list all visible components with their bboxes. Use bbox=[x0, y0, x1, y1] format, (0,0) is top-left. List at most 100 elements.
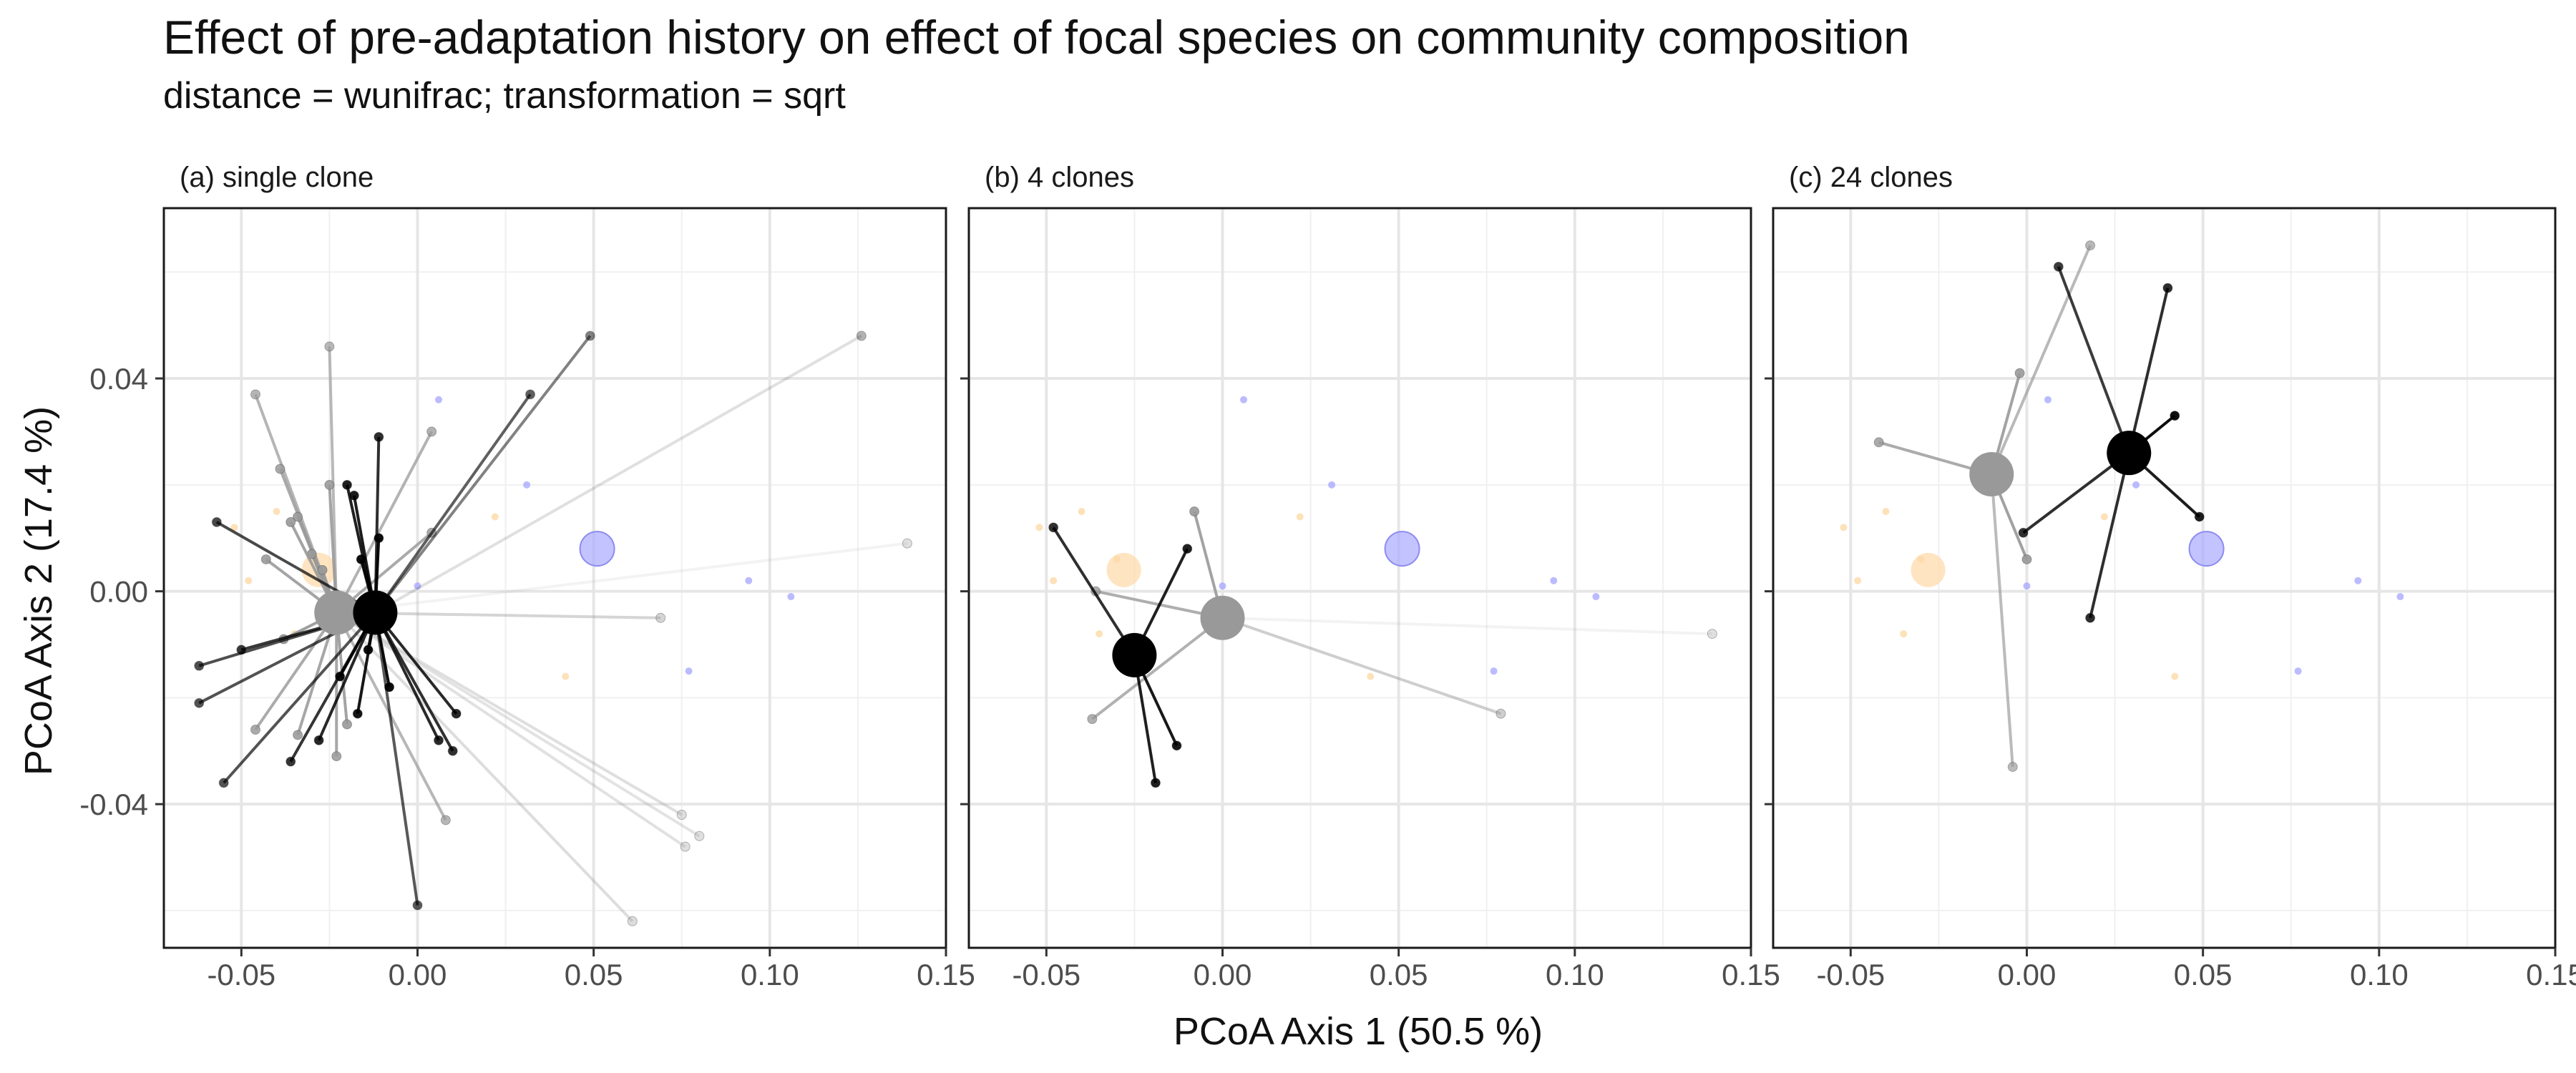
reference-centroid-blue bbox=[1384, 531, 1420, 567]
reference-point-blue bbox=[2354, 577, 2362, 584]
replicate-point bbox=[236, 645, 247, 655]
spider-segment bbox=[1222, 616, 1712, 636]
replicate-point bbox=[2053, 261, 2064, 272]
replicate-point bbox=[275, 464, 286, 474]
spider-segment bbox=[1091, 617, 1224, 720]
reference-point-orange bbox=[562, 672, 570, 680]
reference-point-orange bbox=[2171, 672, 2179, 680]
x-tick-label: 0.10 bbox=[1546, 958, 1604, 991]
reference-point-orange bbox=[1854, 577, 1862, 584]
spider-segment bbox=[1990, 474, 2014, 768]
y-tick-label: 0.00 bbox=[89, 575, 148, 609]
reference-point-blue bbox=[1490, 667, 1498, 675]
spider-segment bbox=[336, 542, 908, 614]
replicate-point bbox=[211, 516, 222, 527]
replicate-point bbox=[451, 708, 462, 719]
spider-segment bbox=[374, 393, 532, 614]
replicate-point bbox=[1048, 522, 1059, 533]
panel-background bbox=[164, 208, 946, 948]
facet-panel-2: (b) 4 clones -0.05 0.00 0.05 0.10 0.15 bbox=[960, 162, 1780, 991]
reference-centroid-blue bbox=[579, 531, 615, 567]
x-axis-title: PCoA Axis 1 (50.5 %) bbox=[1174, 1010, 1543, 1053]
replicate-point bbox=[1171, 740, 1182, 751]
replicate-point bbox=[286, 756, 296, 767]
replicate-point bbox=[335, 671, 346, 682]
reference-point-blue bbox=[745, 577, 753, 584]
reference-point-orange bbox=[1882, 508, 1890, 516]
y-tick-label: -0.04 bbox=[79, 788, 148, 821]
group-centroid bbox=[353, 590, 398, 635]
spider-segment bbox=[1221, 616, 1502, 715]
facet-panel-3: (c) 24 clones -0.05 0.00 0.05 0.10 0.15 bbox=[1765, 162, 2576, 991]
replicate-point bbox=[293, 511, 303, 522]
group-centroid bbox=[2107, 431, 2152, 476]
spider-segment bbox=[374, 334, 862, 614]
spider-segment bbox=[223, 612, 376, 784]
reference-point-orange bbox=[1840, 524, 1848, 531]
facet-label: (b) 4 clones bbox=[985, 162, 1134, 193]
replicate-point bbox=[2170, 411, 2180, 421]
replicate-point bbox=[348, 490, 359, 501]
spider-segment bbox=[1052, 526, 1136, 656]
replicate-point bbox=[856, 330, 867, 341]
reference-point-blue bbox=[2044, 396, 2052, 403]
spider-segment bbox=[374, 612, 454, 752]
replicate-point bbox=[342, 479, 353, 490]
panel-border bbox=[162, 207, 947, 949]
panel-border bbox=[1772, 207, 2557, 949]
group-centroid bbox=[1969, 451, 2014, 496]
replicate-point bbox=[426, 426, 437, 437]
group-centroid bbox=[1200, 595, 1245, 640]
panels-layer: (a) single clone -0.05 0.00 0.05 0.10 0.15 -0.… bbox=[79, 162, 2576, 991]
x-tick-label: 0.15 bbox=[2526, 958, 2576, 991]
x-tick-label: 0.00 bbox=[1998, 958, 2057, 991]
group-centroid bbox=[1112, 632, 1157, 677]
replicate-point bbox=[331, 751, 342, 762]
replicate-point bbox=[1189, 506, 1200, 517]
reference-point-blue bbox=[435, 396, 443, 403]
x-tick-label: 0.00 bbox=[389, 958, 447, 991]
replicate-point bbox=[2194, 511, 2205, 522]
replicate-point bbox=[447, 745, 458, 756]
replicate-point bbox=[412, 900, 423, 911]
spider-segment bbox=[2057, 266, 2131, 454]
panel-background bbox=[1773, 208, 2555, 948]
replicate-point bbox=[324, 341, 335, 352]
replicate-point bbox=[2007, 762, 2018, 773]
spider-segment bbox=[1990, 245, 2092, 475]
reference-point-orange bbox=[1900, 630, 1908, 638]
replicate-point bbox=[2085, 612, 2096, 623]
reference-point-blue bbox=[1328, 481, 1336, 489]
reference-point-blue bbox=[1240, 396, 1248, 403]
replicate-point bbox=[374, 533, 384, 544]
spider-segment bbox=[374, 335, 592, 614]
reference-point-orange bbox=[491, 513, 499, 521]
replicate-point bbox=[1873, 437, 1884, 448]
replicate-point bbox=[1087, 714, 1098, 725]
x-tick-label: 0.10 bbox=[2350, 958, 2409, 991]
replicate-point bbox=[194, 697, 205, 708]
replicate-point bbox=[250, 725, 261, 735]
reference-point-blue bbox=[1219, 582, 1226, 590]
x-tick-label: 0.00 bbox=[1194, 958, 1252, 991]
reference-centroid-orange bbox=[1106, 552, 1141, 587]
reference-point-blue bbox=[1592, 593, 1600, 601]
replicate-point bbox=[374, 431, 384, 442]
replicate-point bbox=[585, 330, 595, 341]
replicate-point bbox=[2162, 283, 2173, 293]
reference-point-blue bbox=[2294, 667, 2302, 675]
reference-point-orange bbox=[245, 577, 253, 584]
replicate-point bbox=[2021, 554, 2032, 564]
replicate-point bbox=[1150, 778, 1161, 788]
facet-panel-1: (a) single clone -0.05 0.00 0.05 0.10 0.15 -0.… bbox=[79, 162, 975, 991]
replicate-point bbox=[525, 389, 536, 400]
replicate-point bbox=[218, 778, 229, 788]
reference-point-orange bbox=[230, 524, 238, 531]
replicate-point bbox=[627, 916, 638, 926]
replicate-point bbox=[2085, 240, 2096, 251]
spider-segment bbox=[374, 612, 419, 906]
facet-label: (a) single clone bbox=[180, 162, 374, 193]
group-centroid bbox=[314, 590, 359, 635]
spider-segment bbox=[2089, 452, 2131, 619]
replicate-point bbox=[655, 612, 666, 623]
